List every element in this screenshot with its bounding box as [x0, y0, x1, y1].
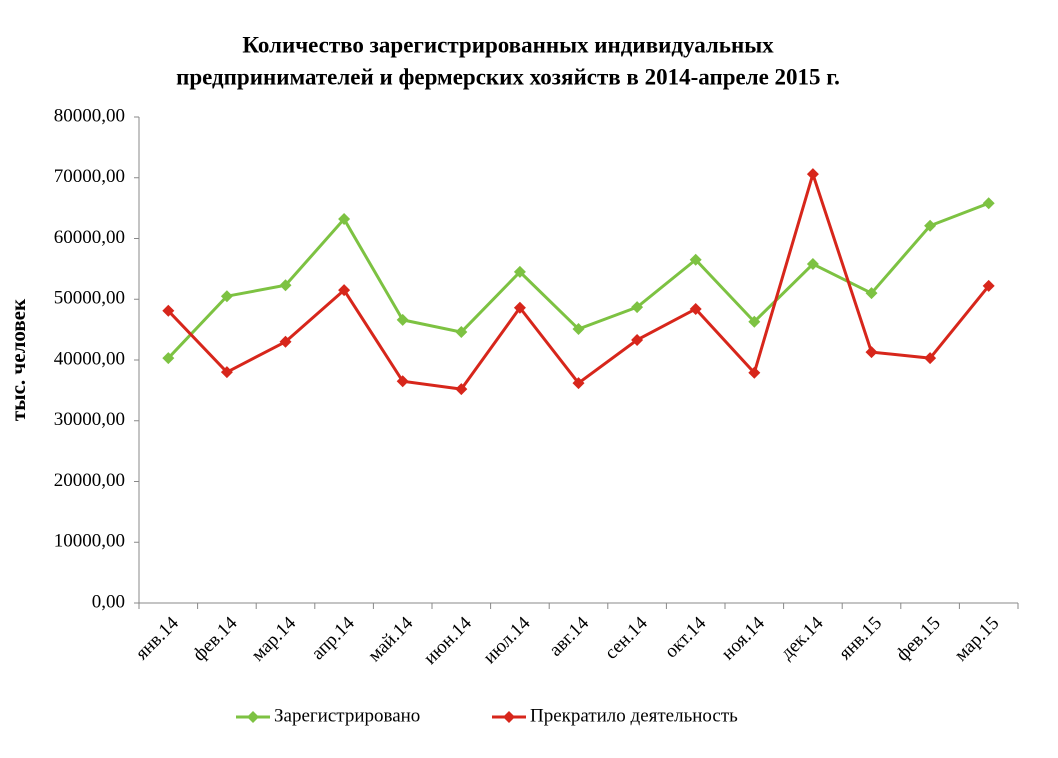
y-tick-label: 10000,00 — [54, 531, 125, 552]
point — [689, 302, 702, 315]
y-axis-label: тыс. человек — [6, 298, 30, 421]
point — [455, 326, 468, 339]
point — [748, 366, 761, 379]
point — [396, 375, 409, 388]
point — [513, 301, 526, 314]
y-tick-label: 50000,00 — [54, 288, 125, 309]
point — [572, 323, 585, 336]
point — [162, 304, 175, 317]
point — [513, 265, 526, 278]
point — [572, 377, 585, 390]
point — [279, 279, 292, 292]
chart-title: предпринимателей и фермерских хозяйств в… — [176, 64, 840, 89]
y-tick-label: 20000,00 — [54, 470, 125, 491]
y-tick-label: 60000,00 — [54, 227, 125, 248]
legend-marker — [247, 711, 259, 723]
point — [924, 219, 937, 232]
point — [220, 290, 233, 303]
point — [396, 313, 409, 326]
point — [748, 315, 761, 328]
point — [806, 258, 819, 271]
series — [162, 197, 995, 365]
point — [865, 346, 878, 359]
y-tick-label: 30000,00 — [54, 409, 125, 430]
point — [279, 335, 292, 348]
point — [631, 301, 644, 314]
point — [865, 287, 878, 300]
point — [806, 168, 819, 181]
point — [924, 352, 937, 365]
point — [220, 366, 233, 379]
point — [689, 253, 702, 266]
y-tick-label: 80000,00 — [54, 105, 125, 126]
series — [162, 168, 995, 396]
point — [162, 352, 175, 365]
y-tick-label: 40000,00 — [54, 348, 125, 369]
point — [338, 284, 351, 297]
legend-label: Прекратило деятельность — [530, 705, 738, 726]
point — [982, 279, 995, 292]
y-tick-label: 70000,00 — [54, 166, 125, 187]
point — [631, 333, 644, 346]
legend-marker — [503, 711, 515, 723]
point — [455, 383, 468, 396]
chart-title: Количество зарегистрированных индивидуал… — [242, 32, 774, 57]
y-tick-label: 0,00 — [92, 591, 125, 612]
point — [338, 213, 351, 226]
legend-label: Зарегистрировано — [274, 705, 420, 726]
point — [982, 197, 995, 210]
